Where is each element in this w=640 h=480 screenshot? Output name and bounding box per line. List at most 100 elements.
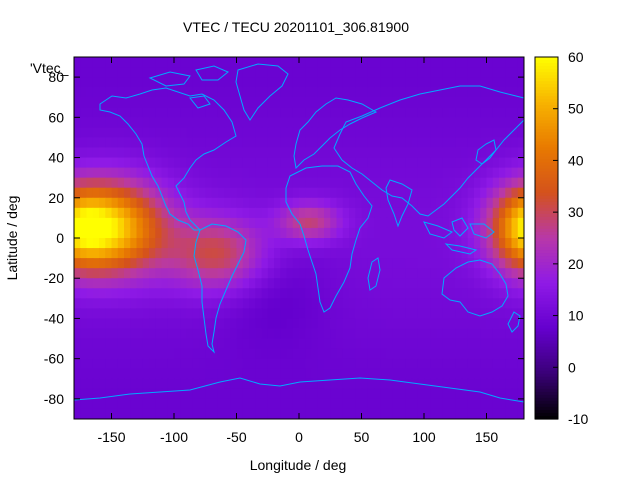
heatmap-cell (130, 227, 138, 239)
heatmap-cell (255, 117, 263, 128)
heatmap-cell (467, 268, 475, 279)
heatmap-cell (392, 338, 400, 350)
heatmap-cell (411, 197, 419, 209)
heatmap-cell (161, 187, 169, 199)
heatmap-cell (386, 227, 394, 239)
heatmap-cell (105, 398, 113, 410)
heatmap-cell (74, 338, 81, 350)
heatmap-cell (342, 107, 350, 118)
heatmap-cell (474, 348, 481, 360)
heatmap-cell (324, 197, 331, 209)
heatmap-cell (330, 217, 338, 229)
heatmap-cell (492, 258, 500, 269)
coastline-north-america (99, 87, 237, 231)
heatmap-cell (249, 328, 256, 340)
heatmap-cell (461, 378, 469, 390)
heatmap-cell (361, 217, 369, 229)
heatmap-cell (199, 388, 206, 400)
heatmap-cell (411, 117, 419, 128)
heatmap-cell (436, 298, 444, 309)
heatmap-cell (242, 87, 250, 98)
heatmap-cell (486, 338, 494, 350)
heatmap-cell (455, 358, 463, 370)
heatmap-cell (374, 298, 381, 309)
heatmap-cell (211, 398, 219, 410)
y-tick-label: -20 (44, 270, 64, 286)
heatmap-cell (242, 328, 250, 340)
heatmap-cell (99, 298, 106, 309)
heatmap-cell (186, 318, 194, 330)
series-label: 'Vtec_ (30, 60, 69, 76)
heatmap-cell (499, 187, 506, 199)
heatmap-cell (430, 217, 438, 229)
heatmap-cell (111, 127, 119, 139)
heatmap-cell (324, 288, 331, 299)
heatmap-cell (155, 227, 163, 239)
heatmap-cell (380, 358, 388, 370)
heatmap-cell (324, 57, 331, 68)
heatmap-cell (99, 258, 106, 269)
heatmap-cell (361, 308, 369, 320)
heatmap-cell (480, 408, 488, 419)
heatmap-cell (136, 107, 144, 118)
heatmap-cell (180, 217, 188, 229)
heatmap-cell (217, 227, 225, 239)
heatmap-cell (80, 268, 88, 279)
heatmap-cell (86, 187, 94, 199)
heatmap-cell (399, 318, 406, 330)
heatmap-cell (161, 368, 169, 380)
heatmap-cell (474, 308, 481, 320)
heatmap-cell (480, 107, 488, 118)
heatmap-cell (99, 117, 106, 128)
heatmap-cell (292, 288, 300, 299)
heatmap-cell (511, 167, 519, 179)
heatmap-cell (317, 197, 325, 209)
heatmap-cell (111, 248, 119, 259)
heatmap-cell (386, 57, 394, 68)
x-axis-label: Longitude / deg (250, 457, 347, 473)
heatmap-cell (117, 378, 125, 390)
heatmap-cell (486, 187, 494, 199)
heatmap-cell (130, 77, 138, 88)
heatmap-cell (217, 318, 225, 330)
heatmap-cell (436, 248, 444, 259)
heatmap-cell (311, 157, 319, 169)
heatmap-cell (330, 408, 338, 419)
heatmap-cell (430, 97, 438, 108)
heatmap-cell (511, 338, 519, 350)
heatmap-cell (124, 348, 131, 360)
heatmap-cell (286, 217, 294, 229)
heatmap-cell (130, 398, 138, 410)
heatmap-cell (99, 197, 106, 209)
heatmap-cell (355, 358, 363, 370)
heatmap-cell (255, 87, 263, 98)
heatmap-cell (80, 368, 88, 380)
heatmap-cell (299, 117, 306, 128)
heatmap-cell (380, 308, 388, 320)
heatmap-cell (111, 217, 119, 229)
heatmap-cell (342, 398, 350, 410)
heatmap-cell (517, 278, 524, 289)
heatmap-cell (474, 288, 481, 299)
heatmap-cell (455, 268, 463, 279)
heatmap-cell (480, 57, 488, 68)
y-tick-label: -80 (44, 391, 64, 407)
coastline-india (385, 179, 413, 228)
heatmap-cell (517, 227, 524, 239)
heatmap-cell (311, 67, 319, 78)
heatmap-cell (111, 238, 119, 249)
heatmap-cell (130, 157, 138, 169)
heatmap-cell (336, 408, 344, 419)
heatmap-cell (230, 388, 238, 400)
heatmap-cell (205, 57, 213, 68)
heatmap-cell (136, 207, 144, 219)
heatmap-cell (142, 278, 150, 289)
heatmap-cell (199, 358, 206, 370)
heatmap-cell (380, 298, 388, 309)
heatmap-cell (161, 227, 169, 239)
heatmap-cell (149, 408, 156, 419)
heatmap-cell (142, 368, 150, 380)
heatmap-cell (480, 67, 488, 78)
heatmap-cell (211, 348, 219, 360)
heatmap-cell (111, 258, 119, 269)
